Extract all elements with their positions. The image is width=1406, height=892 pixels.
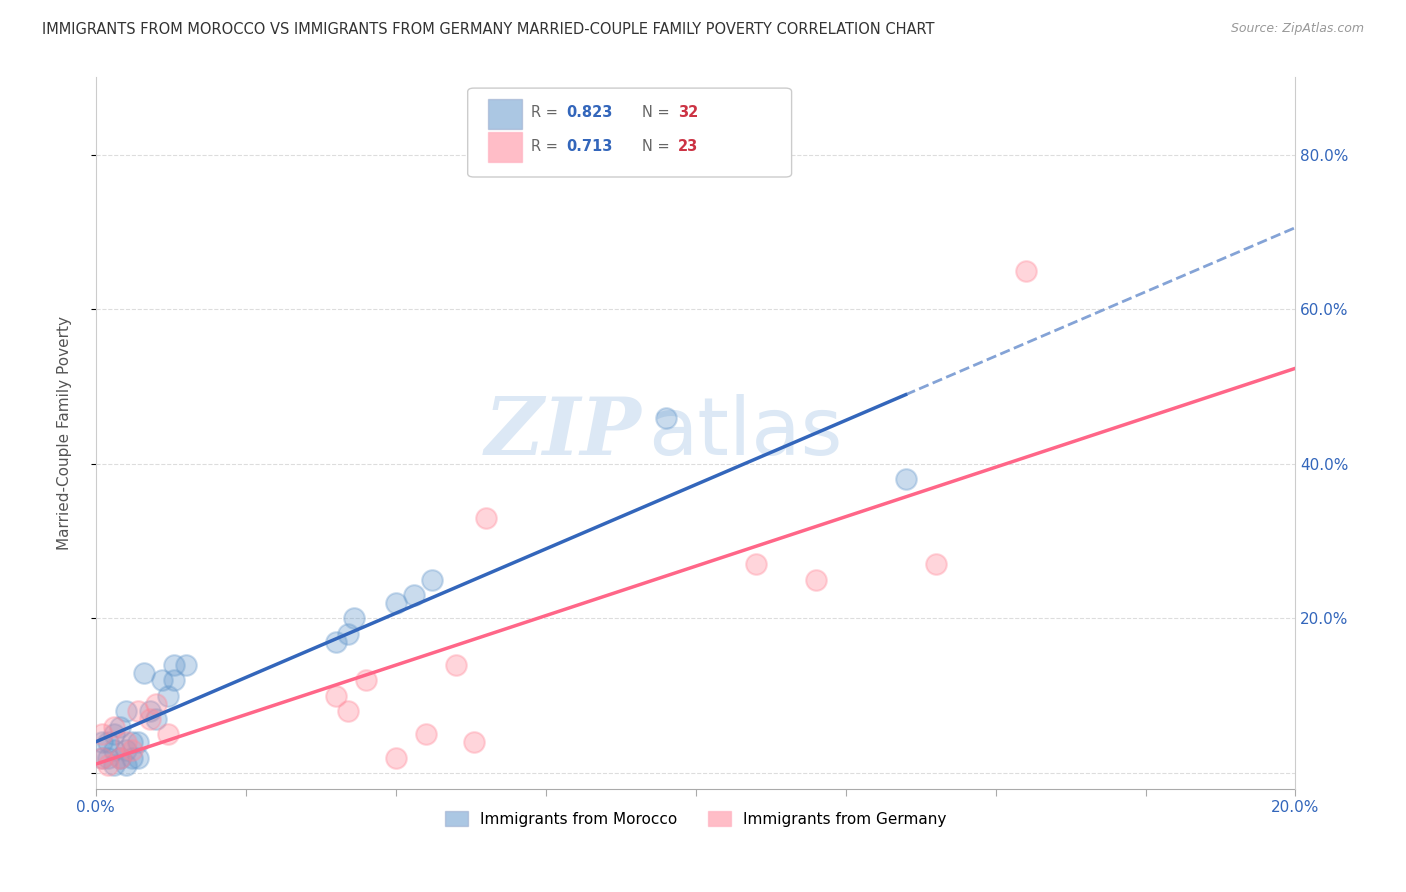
Point <box>139 704 162 718</box>
Point <box>150 673 173 688</box>
Point <box>420 573 443 587</box>
Point <box>444 657 467 672</box>
Point <box>103 727 125 741</box>
Point <box>121 735 143 749</box>
Point <box>90 727 112 741</box>
Point <box>114 758 136 772</box>
Point <box>103 758 125 772</box>
Point <box>924 558 946 572</box>
Point <box>108 750 131 764</box>
Text: ZIP: ZIP <box>485 394 641 472</box>
Text: N =: N = <box>641 139 673 154</box>
Point <box>415 727 437 741</box>
Text: 0.823: 0.823 <box>567 104 613 120</box>
Point <box>90 735 112 749</box>
Text: IMMIGRANTS FROM MOROCCO VS IMMIGRANTS FROM GERMANY MARRIED-COUPLE FAMILY POVERTY: IMMIGRANTS FROM MOROCCO VS IMMIGRANTS FR… <box>42 22 935 37</box>
Point <box>384 596 406 610</box>
Point <box>121 750 143 764</box>
Point <box>132 665 155 680</box>
Point <box>139 712 162 726</box>
Point <box>114 735 136 749</box>
Point <box>108 750 131 764</box>
Y-axis label: Married-Couple Family Poverty: Married-Couple Family Poverty <box>58 316 72 550</box>
Point <box>114 704 136 718</box>
Text: R =: R = <box>531 104 562 120</box>
Text: 32: 32 <box>678 104 697 120</box>
Text: R =: R = <box>531 139 562 154</box>
FancyBboxPatch shape <box>488 99 522 128</box>
Point <box>336 627 359 641</box>
Point <box>90 750 112 764</box>
Point <box>97 758 120 772</box>
Point <box>343 611 366 625</box>
Text: Source: ZipAtlas.com: Source: ZipAtlas.com <box>1230 22 1364 36</box>
Point <box>163 657 186 672</box>
Point <box>336 704 359 718</box>
Text: atlas: atlas <box>648 394 842 472</box>
FancyBboxPatch shape <box>488 132 522 162</box>
Point <box>894 472 917 486</box>
Point <box>804 573 827 587</box>
Point <box>325 634 347 648</box>
Point <box>174 657 197 672</box>
Point <box>145 697 167 711</box>
Point <box>384 750 406 764</box>
Point <box>325 689 347 703</box>
Point <box>474 511 496 525</box>
Point <box>121 743 143 757</box>
Point <box>127 750 149 764</box>
Point <box>103 743 125 757</box>
Point <box>97 735 120 749</box>
Point <box>654 410 676 425</box>
Point <box>463 735 485 749</box>
Point <box>103 720 125 734</box>
Point <box>114 743 136 757</box>
FancyBboxPatch shape <box>468 88 792 177</box>
Point <box>145 712 167 726</box>
Point <box>90 750 112 764</box>
Point <box>127 735 149 749</box>
Point <box>402 588 425 602</box>
Point <box>108 720 131 734</box>
Text: 0.713: 0.713 <box>567 139 613 154</box>
Text: 23: 23 <box>678 139 697 154</box>
Point <box>163 673 186 688</box>
Point <box>1014 263 1036 277</box>
Legend: Immigrants from Morocco, Immigrants from Germany: Immigrants from Morocco, Immigrants from… <box>437 803 955 834</box>
Point <box>744 558 766 572</box>
Point <box>156 689 179 703</box>
Point <box>97 750 120 764</box>
Text: N =: N = <box>641 104 673 120</box>
Point <box>354 673 377 688</box>
Point <box>127 704 149 718</box>
Point <box>156 727 179 741</box>
